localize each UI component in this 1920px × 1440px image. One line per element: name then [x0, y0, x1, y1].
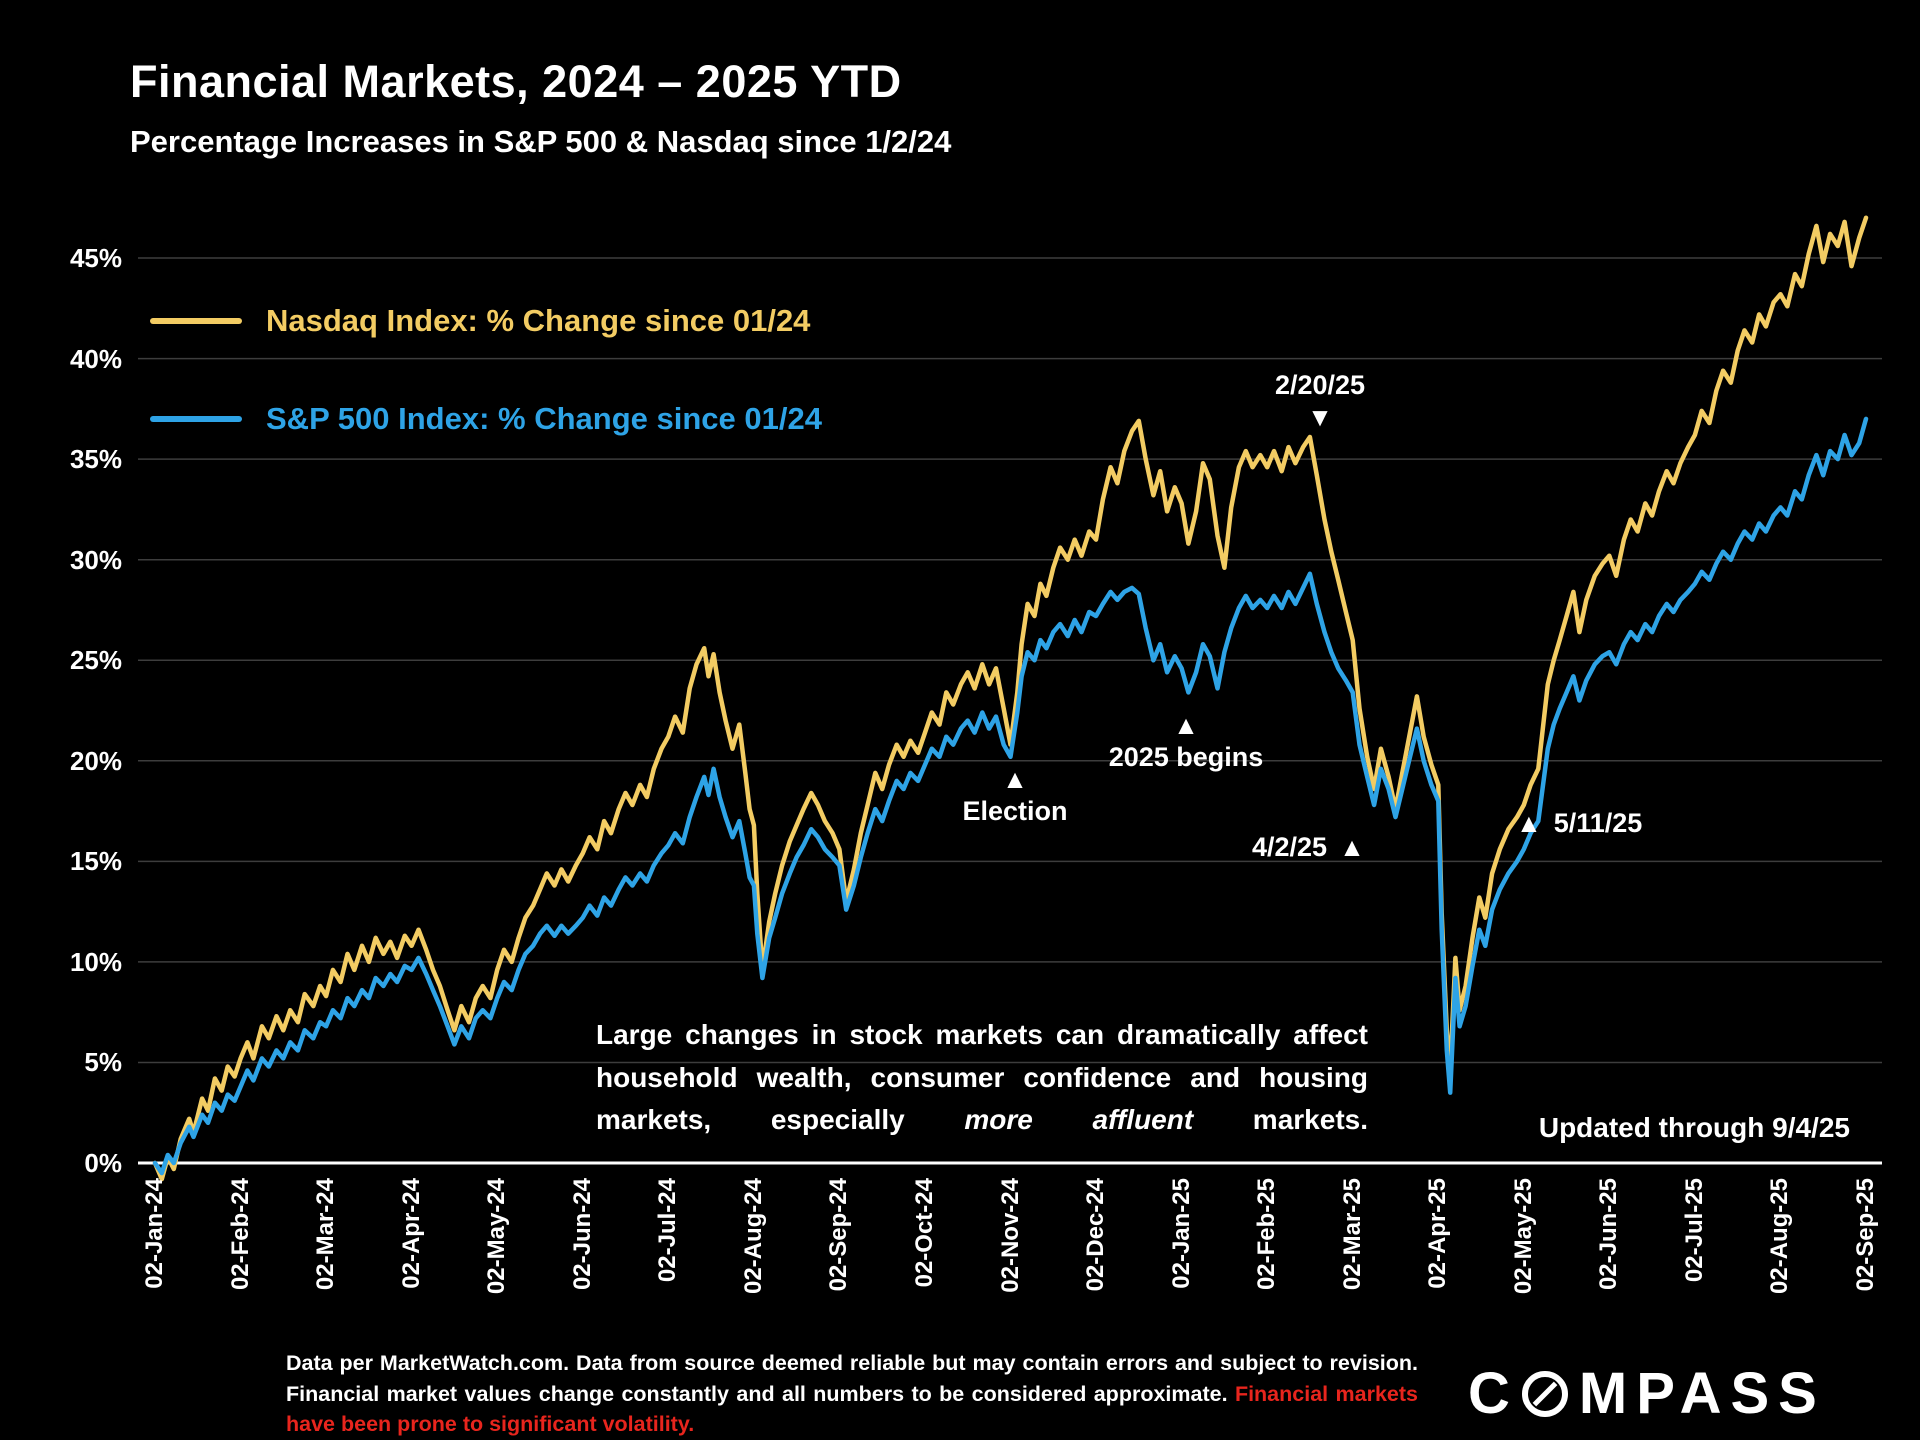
annotation-tariff-label: 4/2/25: [1252, 832, 1328, 862]
commentary-note: Large changes in stock markets can drama…: [596, 1014, 1368, 1142]
x-tick-label: 02-Mar-25: [1338, 1178, 1366, 1291]
legend-item-sp500: S&P 500 Index: % Change since 01/24: [150, 401, 822, 437]
sp500-line: [152, 416, 1869, 1176]
triangle-up-icon: ▲: [1173, 710, 1199, 740]
compass-logo: C MPASS: [1468, 1360, 1826, 1427]
y-tick-label: 25%: [69, 645, 122, 676]
annotation-2025-begins: ▲ 2025 begins: [1086, 710, 1286, 774]
updated-through-label: Updated through 9/4/25: [1538, 1112, 1850, 1143]
triangle-up-icon: ▲: [1002, 764, 1028, 794]
x-tick-label: 02-Aug-25: [1766, 1178, 1794, 1295]
disclaimer: Data per MarketWatch.com. Data from sour…: [286, 1348, 1418, 1440]
x-tick-label: 02-Oct-24: [910, 1178, 938, 1288]
x-tick-label: 02-Aug-24: [739, 1178, 767, 1295]
x-tick-label: 02-Jun-24: [568, 1178, 596, 1291]
commentary-note-italic: more affluent: [964, 1104, 1194, 1136]
x-tick-label: 02-Jun-25: [1595, 1178, 1623, 1291]
x-tick-label: 02-May-24: [483, 1178, 511, 1295]
disclaimer-text: Data per MarketWatch.com. Data from sour…: [286, 1351, 1418, 1406]
x-tick-label: 02-Apr-24: [397, 1178, 425, 1289]
x-tick-label: 02-Sep-25: [1852, 1178, 1879, 1292]
y-tick-label: 0%: [84, 1148, 122, 1178]
x-tick-label: 02-May-25: [1509, 1178, 1537, 1295]
x-tick-label: 02-Sep-24: [825, 1178, 853, 1292]
annotation-election-label: Election: [962, 796, 1068, 826]
triangle-up-icon: ▲: [1339, 832, 1365, 862]
x-tick-label: 02-Apr-25: [1424, 1178, 1452, 1289]
nasdaq-line-swatch: [150, 318, 242, 324]
annotation-tariff: 4/2/25 ▲: [1252, 830, 1365, 864]
annotation-rebound-label: 5/11/25: [1553, 808, 1643, 838]
x-tick-label: 02-Jan-24: [141, 1178, 168, 1289]
y-tick-label: 5%: [84, 1047, 122, 1078]
nasdaq-line: [152, 215, 1869, 1182]
legend-item-nasdaq: Nasdaq Index: % Change since 01/24: [150, 303, 810, 339]
commentary-note-suffix: markets.: [1193, 1104, 1368, 1136]
annotation-rebound: ▲ 5/11/25: [1516, 806, 1642, 840]
y-tick-label: 40%: [69, 343, 122, 374]
x-tick-label: 02-Jul-25: [1680, 1178, 1708, 1283]
triangle-down-icon: ▼: [1307, 402, 1333, 432]
disclaimer-warning: Financial markets have been prone to sig…: [286, 1381, 1418, 1437]
compass-o-icon: [1521, 1370, 1568, 1417]
y-tick-label: 20%: [69, 745, 122, 776]
y-tick-label: 15%: [69, 846, 122, 877]
annotation-election: ▲ Election: [915, 764, 1115, 828]
x-tick-label: 02-Feb-25: [1253, 1178, 1281, 1291]
y-tick-label: 30%: [69, 544, 122, 575]
compass-logo-rest: MPASS: [1578, 1361, 1826, 1426]
x-tick-label: 02-Dec-24: [1082, 1178, 1110, 1292]
legend-label-sp500: S&P 500 Index: % Change since 01/24: [266, 401, 822, 436]
commentary-note-text: Large changes in stock markets can drama…: [596, 1019, 1368, 1136]
chart-title: Financial Markets, 2024 – 2025 YTD: [130, 56, 902, 107]
y-tick-label: 45%: [69, 243, 122, 274]
legend-label-nasdaq: Nasdaq Index: % Change since 01/24: [266, 303, 811, 338]
y-tick-label: 10%: [69, 946, 122, 977]
annotation-peak-label: 2/20/25: [1274, 370, 1366, 400]
compass-needle-icon: [1532, 1381, 1558, 1406]
triangle-up-icon: ▲: [1516, 808, 1542, 838]
compass-logo-c: C: [1468, 1361, 1519, 1426]
annotation-2025-begins-label: 2025 begins: [1108, 742, 1264, 772]
x-tick-label: 02-Nov-24: [996, 1178, 1024, 1293]
x-tick-label: 02-Jul-24: [654, 1178, 682, 1283]
chart-subtitle: Percentage Increases in S&P 500 & Nasdaq…: [130, 124, 952, 159]
x-tick-label: 02-Mar-24: [312, 1178, 340, 1291]
sp500-line-swatch: [150, 416, 242, 422]
x-tick-label: 02-Jan-25: [1167, 1178, 1195, 1289]
annotation-peak: 2/20/25 ▼: [1220, 368, 1420, 432]
x-tick-label: 02-Feb-24: [226, 1178, 254, 1291]
y-tick-label: 35%: [69, 444, 122, 475]
